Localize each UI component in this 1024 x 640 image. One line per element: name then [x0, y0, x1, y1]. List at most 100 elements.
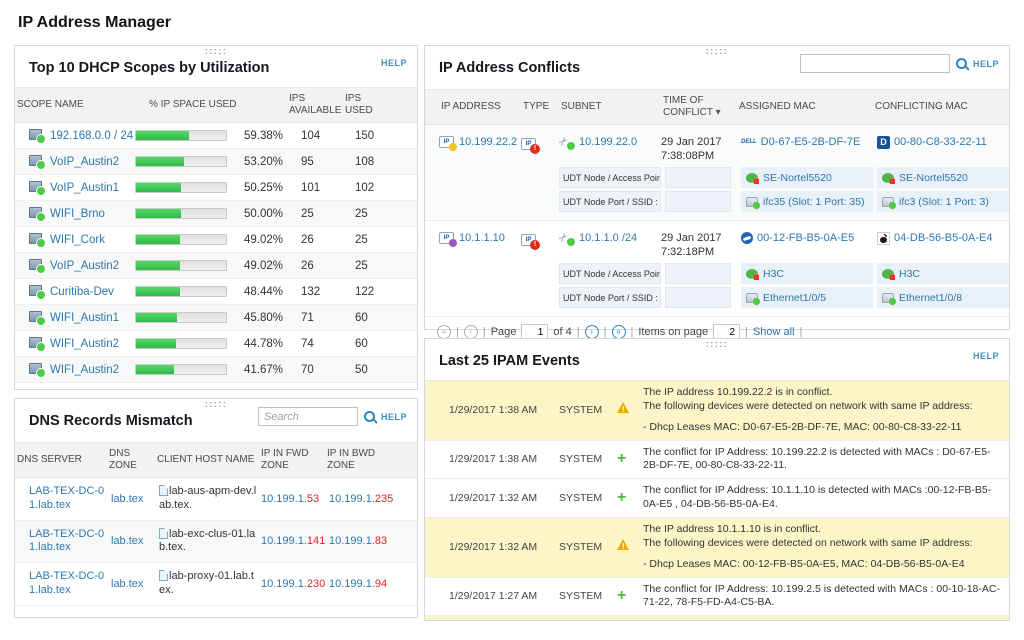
- dhcp-scope-icon: [29, 311, 45, 325]
- pct-used: 53.20%: [235, 156, 287, 168]
- conflicting-mac-link[interactable]: 04-DB-56-B5-0A-E4: [894, 232, 992, 244]
- dhcp-scope-icon: [29, 181, 45, 195]
- ip-bwd-link[interactable]: 10.199.1.83: [329, 535, 387, 547]
- scope-link[interactable]: WIFI_Brno: [50, 208, 105, 220]
- apple-vendor-icon: [877, 232, 890, 245]
- add-event-icon: [617, 453, 626, 465]
- event-time: 1/29/2017 1:32 AM: [449, 492, 559, 504]
- udt-port-label: UDT Node Port / SSID :: [559, 287, 661, 308]
- conflict-type-icon: IP!: [521, 234, 536, 246]
- event-time: 1/29/2017 1:38 AM: [449, 404, 559, 416]
- dns-zone-link[interactable]: lab.tex: [111, 493, 143, 505]
- udt-port-link[interactable]: ifc3 (Slot: 1 Port: 3): [899, 196, 989, 208]
- dns-zone-link[interactable]: lab.tex: [111, 535, 143, 547]
- udt-port-link[interactable]: ifc35 (Slot: 1 Port: 35): [763, 196, 865, 208]
- conflict-time: 29 Jan 20177:32:18PM: [661, 232, 737, 260]
- dns-server-link[interactable]: LAB-TEX-DC-01.lab.tex: [29, 570, 104, 596]
- conflict-ip-link[interactable]: 10.199.22.2: [459, 136, 517, 148]
- dns-server-link[interactable]: LAB-TEX-DC-01.lab.tex: [29, 485, 104, 511]
- search-icon[interactable]: [956, 58, 967, 69]
- empty-cell: [665, 167, 731, 188]
- dns-zone-link[interactable]: lab.tex: [111, 578, 143, 590]
- scope-link[interactable]: VoIP_Austin2: [50, 260, 119, 272]
- table-row: WIFI_Cork 49.02% 26 25: [15, 227, 417, 253]
- ips-used: 25: [343, 260, 391, 272]
- assigned-mac-link[interactable]: D0-67-E5-2B-DF-7E: [761, 136, 861, 148]
- dhcp-scope-icon: [29, 233, 45, 247]
- first-page-button[interactable]: «: [437, 325, 451, 339]
- search-icon[interactable]: [364, 411, 375, 422]
- interface-icon: [746, 197, 758, 207]
- ip-bwd-link[interactable]: 10.199.1.94: [329, 578, 387, 590]
- conflict-type-icon: IP!: [521, 138, 536, 150]
- dhcp-scope-icon: [29, 155, 45, 169]
- scope-link[interactable]: WIFI_Austin2: [50, 338, 119, 350]
- scope-link[interactable]: 192.168.0.0 / 24: [50, 130, 133, 142]
- scope-link[interactable]: VoIP_Austin1: [50, 182, 119, 194]
- udt-node-link[interactable]: SE-Nortel5520: [899, 172, 968, 184]
- table-row: VoIP_Austin1 50.25% 101 102: [15, 175, 417, 201]
- subnet-link[interactable]: 10.199.22.0: [579, 136, 637, 148]
- scope-link[interactable]: Curitiba-Dev: [50, 286, 114, 298]
- assigned-mac-link[interactable]: 00-12-FB-B5-0A-E5: [757, 232, 854, 244]
- utilization-bar: [135, 338, 227, 349]
- conflict-ip-link[interactable]: 10.1.1.10: [459, 232, 505, 244]
- empty-cell: [665, 287, 731, 308]
- scope-link[interactable]: VoIP_Austin2: [50, 156, 119, 168]
- scope-link[interactable]: WIFI_Austin2: [50, 364, 119, 376]
- help-link[interactable]: HELP: [381, 412, 407, 422]
- ips-used: 122: [343, 286, 391, 298]
- utilization-bar: [135, 182, 227, 193]
- event-message: The conflict for IP Address: 10.199.2.5 …: [643, 583, 1001, 611]
- udt-node-link[interactable]: SE-Nortel5520: [763, 172, 832, 184]
- next-page-button[interactable]: ›: [585, 325, 599, 339]
- ip-fwd-link[interactable]: 10.199.1.141: [261, 535, 325, 547]
- search-input[interactable]: [258, 407, 358, 426]
- help-link[interactable]: HELP: [973, 351, 999, 361]
- help-link[interactable]: HELP: [381, 58, 407, 68]
- udt-node-link[interactable]: H3C: [899, 268, 920, 280]
- page-title: IP Address Manager: [18, 14, 171, 32]
- ip-conflicts-panel: IP Address Conflicts HELP IP ADDRESS TYP…: [424, 45, 1010, 330]
- subnet-link[interactable]: 10.1.1.0 /24: [579, 232, 637, 244]
- udt-port-link[interactable]: Ethernet1/0/5: [763, 292, 826, 304]
- host-record-icon: [159, 528, 168, 539]
- ips-used: 102: [343, 182, 391, 194]
- table-row: WIFI_Austin2 41.67% 70 50: [15, 357, 417, 383]
- column-header-time-of-conflict[interactable]: TIME OF CONFLICT ▾: [661, 90, 737, 124]
- ips-used: 25: [343, 234, 391, 246]
- scope-link[interactable]: WIFI_Cork: [50, 234, 105, 246]
- table-row: WIFI_Austin2 44.78% 74 60: [15, 331, 417, 357]
- dhcp-scope-icon: [29, 207, 45, 221]
- conflicting-mac-link[interactable]: 00-80-C8-33-22-11: [894, 136, 987, 148]
- ip-bwd-link[interactable]: 10.199.1.235: [329, 493, 393, 505]
- udt-port-link[interactable]: Ethernet1/0/8: [899, 292, 962, 304]
- host-record-icon: [159, 570, 168, 581]
- host-record-icon: [159, 485, 168, 496]
- warning-icon: [617, 539, 630, 551]
- udt-node-link[interactable]: H3C: [763, 268, 784, 280]
- ips-available: 26: [287, 260, 343, 272]
- dns-server-link[interactable]: LAB-TEX-DC-01.lab.tex: [29, 528, 104, 554]
- ips-available: 132: [287, 286, 343, 298]
- column-header-ip-bwd: IP IN BWD ZONE: [325, 443, 387, 477]
- column-header-ip-fwd: IP IN FWD ZONE: [259, 443, 325, 477]
- show-all-link[interactable]: Show all: [753, 326, 795, 338]
- scope-link[interactable]: WIFI_Austin1: [50, 312, 119, 324]
- sort-desc-icon: ▾: [716, 107, 721, 118]
- search-input[interactable]: [800, 54, 950, 73]
- node-status-icon: [746, 173, 758, 183]
- ip-fwd-link[interactable]: 10.199.1.53: [261, 493, 319, 505]
- conflict-alert-icon: !: [530, 240, 540, 250]
- empty-cell: [665, 263, 731, 284]
- ips-available: 26: [287, 234, 343, 246]
- column-header-dns-server: DNS SERVER: [15, 449, 107, 471]
- last-page-button[interactable]: »: [612, 325, 626, 339]
- conflicts-table-header: IP ADDRESS TYPE SUBNET TIME OF CONFLICT …: [425, 90, 1009, 125]
- ip-fwd-link[interactable]: 10.199.1.230: [261, 578, 325, 590]
- prev-page-button[interactable]: ‹: [464, 325, 478, 339]
- event-time: 1/29/2017 1:27 AM: [449, 590, 559, 602]
- dhcp-table-body: 192.168.0.0 / 24 59.38% 104 150 VoIP_Aus…: [15, 123, 417, 383]
- add-event-icon: [617, 492, 626, 504]
- help-link[interactable]: HELP: [973, 59, 999, 69]
